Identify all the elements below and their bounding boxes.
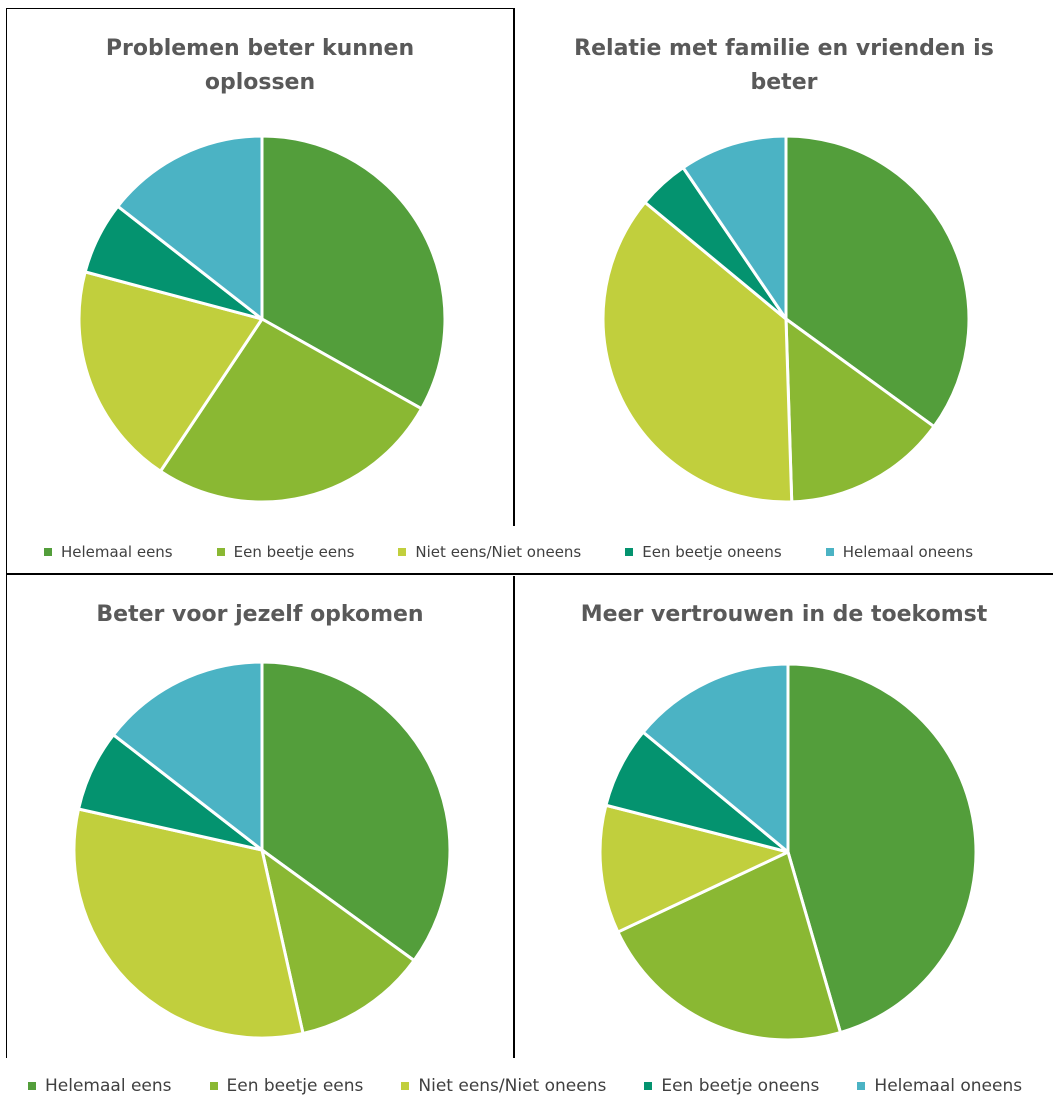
chart-title-line-1: Beter voor jezelf opkomen (96, 602, 424, 627)
chart-title: Meer vertrouwen in de toekomst (515, 598, 1053, 632)
legend-swatch (401, 1082, 410, 1090)
chart-title-line-1: Problemen beter kunnen (105, 36, 415, 61)
legend-swatch (398, 548, 407, 556)
legend-label: Een beetje eens (233, 543, 355, 561)
legend-item: Helemaal eens (44, 543, 173, 561)
legend-swatch (44, 548, 52, 556)
legend-swatch (209, 1082, 218, 1090)
chart-panel-problemen: Problemen beter kunnen oplossen (7, 10, 513, 530)
legend-label: Helemaal oneens (874, 1076, 1023, 1096)
legend-item: Een beetje eens (209, 1076, 364, 1096)
chart-panel-opkomen: Beter voor jezelf opkomen (7, 578, 513, 1058)
legend-label: Helemaal eens (45, 1076, 172, 1096)
legend-item: Helemaal eens (28, 1076, 172, 1096)
pie-slice-een-beetje-eens (784, 317, 936, 504)
legend-item: Niet eens/Niet oneens (398, 543, 581, 561)
pie-slice-helemaal-eens (786, 662, 978, 1035)
legend-label: Helemaal eens (61, 543, 173, 561)
pie-slice-helemaal-eens (260, 134, 447, 411)
legend-label: Niet eens/Niet oneens (415, 543, 582, 561)
chart-title-line-1: Meer vertrouwen in de toekomst (580, 602, 988, 627)
chart-title-line-2: oplossen (204, 70, 316, 95)
chart-title: Beter voor jezelf opkomen (7, 598, 513, 632)
pie-slice-helemaal-oneens (641, 662, 790, 854)
legend-top: Helemaal eens Een beetje eens Niet eens/… (44, 540, 973, 564)
middle-border-line (6, 573, 1053, 575)
chart-title-line-1: Relatie met familie en vrienden is (574, 36, 994, 61)
chart-panel-relatie: Relatie met familie en vrienden is beter (515, 10, 1053, 530)
legend-swatch (644, 1082, 653, 1090)
pie-slice-helemaal-eens (260, 660, 452, 963)
legend-swatch (625, 548, 634, 556)
pie-slice-niet-eens-niet-oneens (77, 270, 264, 473)
legend-label: Een beetje oneens (642, 543, 782, 561)
pie-slice-niet-eens-niet-oneens (598, 803, 790, 934)
legend-item: Een beetje oneens (644, 1076, 819, 1096)
legend-bottom: Helemaal eens Een beetje eens Niet eens/… (28, 1072, 1022, 1100)
legend-label: Helemaal oneens (842, 543, 974, 561)
pie-slice-helemaal-oneens (681, 134, 788, 321)
pie-slice-helemaal-oneens (111, 660, 264, 852)
chart-panel-vertrouwen: Meer vertrouwen in de toekomst (515, 578, 1053, 1058)
pie-slice-een-beetje-eens (616, 850, 842, 1042)
divider-line-lower (513, 576, 515, 1058)
legend-swatch (857, 1082, 866, 1090)
legend-swatch (28, 1082, 36, 1090)
legend-item: Een beetje eens (216, 543, 355, 561)
legend-item: Niet eens/Niet oneens (401, 1076, 606, 1096)
divider-line-upper (513, 8, 515, 526)
legend-swatch (825, 548, 834, 556)
legend-item: Een beetje oneens (625, 543, 782, 561)
legend-item: Helemaal oneens (857, 1076, 1022, 1096)
left-border-line (6, 8, 7, 1058)
chart-title: Relatie met familie en vrienden is beter (515, 32, 1053, 100)
chart-title: Problemen beter kunnen oplossen (7, 32, 513, 100)
top-border-line (6, 8, 513, 9)
pie-slice-helemaal-oneens (116, 134, 264, 321)
legend-label: Niet eens/Niet oneens (418, 1076, 607, 1096)
legend-label: Een beetje eens (226, 1076, 364, 1096)
pie-slice-een-beetje-eens (158, 317, 423, 504)
legend-item: Helemaal oneens (825, 543, 974, 561)
pie-slice-niet-eens-niet-oneens (601, 200, 794, 504)
legend-swatch (216, 548, 225, 556)
pie-slice-een-beetje-eens (260, 848, 416, 1035)
chart-title-line-2: beter (750, 70, 818, 95)
pie-slice-niet-eens-niet-oneens (72, 807, 305, 1040)
legend-label: Een beetje oneens (661, 1076, 820, 1096)
pie-slice-helemaal-eens (784, 134, 971, 429)
